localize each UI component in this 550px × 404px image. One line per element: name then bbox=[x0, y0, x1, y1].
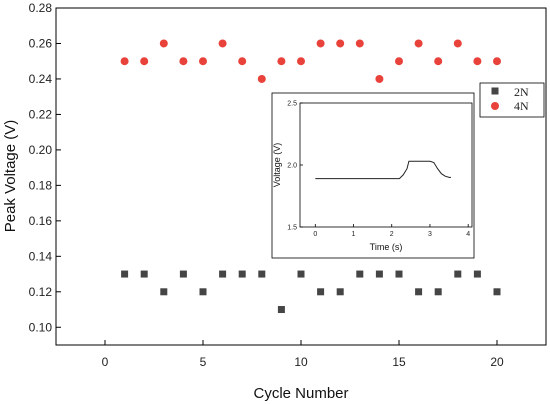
inset-x-tick-label: 1 bbox=[352, 231, 356, 238]
inset-y-tick-label: 1.5 bbox=[287, 225, 297, 232]
legend-box bbox=[479, 82, 545, 118]
x-tick-label: 20 bbox=[490, 355, 504, 369]
x-tick-label: 15 bbox=[392, 355, 406, 369]
data-point-4n bbox=[238, 57, 247, 66]
inset-y-tick-label: 2.5 bbox=[287, 101, 297, 108]
y-tick-labels: 0.10 0.12 0.14 0.16 0.18 0.20 0.22 0.24 0.26 0.28 bbox=[29, 1, 53, 334]
data-point-2n bbox=[258, 270, 266, 278]
inset-x-tick-label: 3 bbox=[428, 231, 432, 238]
data-point-4n bbox=[395, 57, 403, 66]
data-point-4n bbox=[355, 39, 364, 48]
data-point-4n bbox=[473, 57, 482, 66]
legend-marker-2n bbox=[491, 87, 499, 95]
y-tick-label: 0.24 bbox=[29, 72, 53, 86]
y-tick-label: 0.16 bbox=[29, 214, 53, 228]
inset-x-tick-label: 0 bbox=[313, 231, 317, 238]
legend-label-2n: 2N bbox=[514, 85, 529, 99]
data-point-2n bbox=[395, 270, 403, 278]
data-point-4n bbox=[336, 39, 345, 48]
x-axis-title: Cycle Number bbox=[253, 385, 348, 402]
inset-y-tick-labels: 1.5 2.0 2.5 bbox=[287, 101, 297, 232]
inset-y-tick-label: 2.0 bbox=[287, 163, 297, 170]
data-point-4n bbox=[159, 39, 168, 48]
y-tick-label: 0.12 bbox=[29, 285, 53, 299]
data-point-2n bbox=[415, 288, 423, 296]
data-point-2n bbox=[297, 270, 305, 278]
legend: 2N 4N bbox=[479, 82, 545, 118]
y-tick-label: 0.28 bbox=[29, 1, 53, 15]
inset-chart: 1.5 2.0 2.5 0 1 2 3 4 Time (s) Voltage (V) bbox=[271, 92, 475, 259]
y-tick-label: 0.20 bbox=[29, 143, 53, 157]
data-point-4n bbox=[257, 74, 266, 83]
data-point-2n bbox=[356, 270, 364, 278]
data-point-2n bbox=[238, 270, 246, 278]
data-point-2n bbox=[199, 288, 207, 296]
legend-marker-4n bbox=[491, 102, 499, 110]
y-tick-label: 0.18 bbox=[29, 178, 53, 192]
legend-label-4n: 4N bbox=[514, 99, 529, 113]
data-point-2n bbox=[219, 270, 227, 278]
data-point-4n bbox=[453, 39, 462, 48]
data-point-2n bbox=[160, 288, 168, 296]
data-point-2n bbox=[317, 288, 325, 296]
data-point-4n bbox=[375, 74, 384, 83]
data-point-2n bbox=[336, 288, 344, 296]
data-point-4n bbox=[218, 39, 227, 48]
inset-tick-marks bbox=[300, 102, 469, 228]
data-point-2n bbox=[434, 288, 442, 296]
data-point-4n bbox=[434, 57, 443, 66]
data-point-4n bbox=[120, 57, 129, 66]
data-point-4n bbox=[297, 57, 305, 66]
x-tick-label: 0 bbox=[102, 355, 109, 369]
inset-x-tick-labels: 0 1 2 3 4 bbox=[313, 231, 470, 238]
inset-voltage-trace bbox=[315, 160, 451, 180]
data-point-2n bbox=[375, 270, 383, 278]
y-axis-title: Peak Voltage (V) bbox=[2, 120, 19, 233]
y-tick-label: 0.14 bbox=[29, 249, 53, 263]
tick-marks bbox=[56, 7, 498, 345]
data-point-2n bbox=[121, 270, 129, 278]
inset-x-tick-label: 4 bbox=[466, 231, 470, 238]
data-point-2n bbox=[493, 288, 501, 296]
y-tick-label: 0.26 bbox=[29, 36, 53, 50]
data-point-4n bbox=[277, 57, 286, 66]
data-points bbox=[120, 39, 501, 314]
data-point-2n bbox=[179, 270, 187, 278]
data-point-2n bbox=[140, 270, 148, 278]
x-tick-label: 5 bbox=[200, 355, 207, 369]
data-point-2n bbox=[454, 270, 462, 278]
inset-background bbox=[271, 92, 475, 259]
data-point-4n bbox=[493, 57, 501, 66]
data-point-2n bbox=[277, 306, 285, 314]
inset-y-axis-title: Voltage (V) bbox=[272, 143, 282, 188]
y-tick-label: 0.22 bbox=[29, 107, 53, 121]
x-tick-label: 10 bbox=[294, 355, 308, 369]
x-tick-labels: 0 5 10 15 20 bbox=[102, 355, 504, 369]
data-point-4n bbox=[140, 57, 149, 66]
data-point-2n bbox=[473, 270, 481, 278]
data-point-4n bbox=[414, 39, 423, 48]
inset-x-tick-label: 2 bbox=[390, 231, 394, 238]
inset-x-axis-title: Time (s) bbox=[370, 242, 403, 252]
y-tick-label: 0.10 bbox=[29, 320, 53, 334]
data-point-4n bbox=[179, 57, 188, 66]
data-point-4n bbox=[316, 39, 325, 48]
data-point-4n bbox=[199, 57, 207, 66]
